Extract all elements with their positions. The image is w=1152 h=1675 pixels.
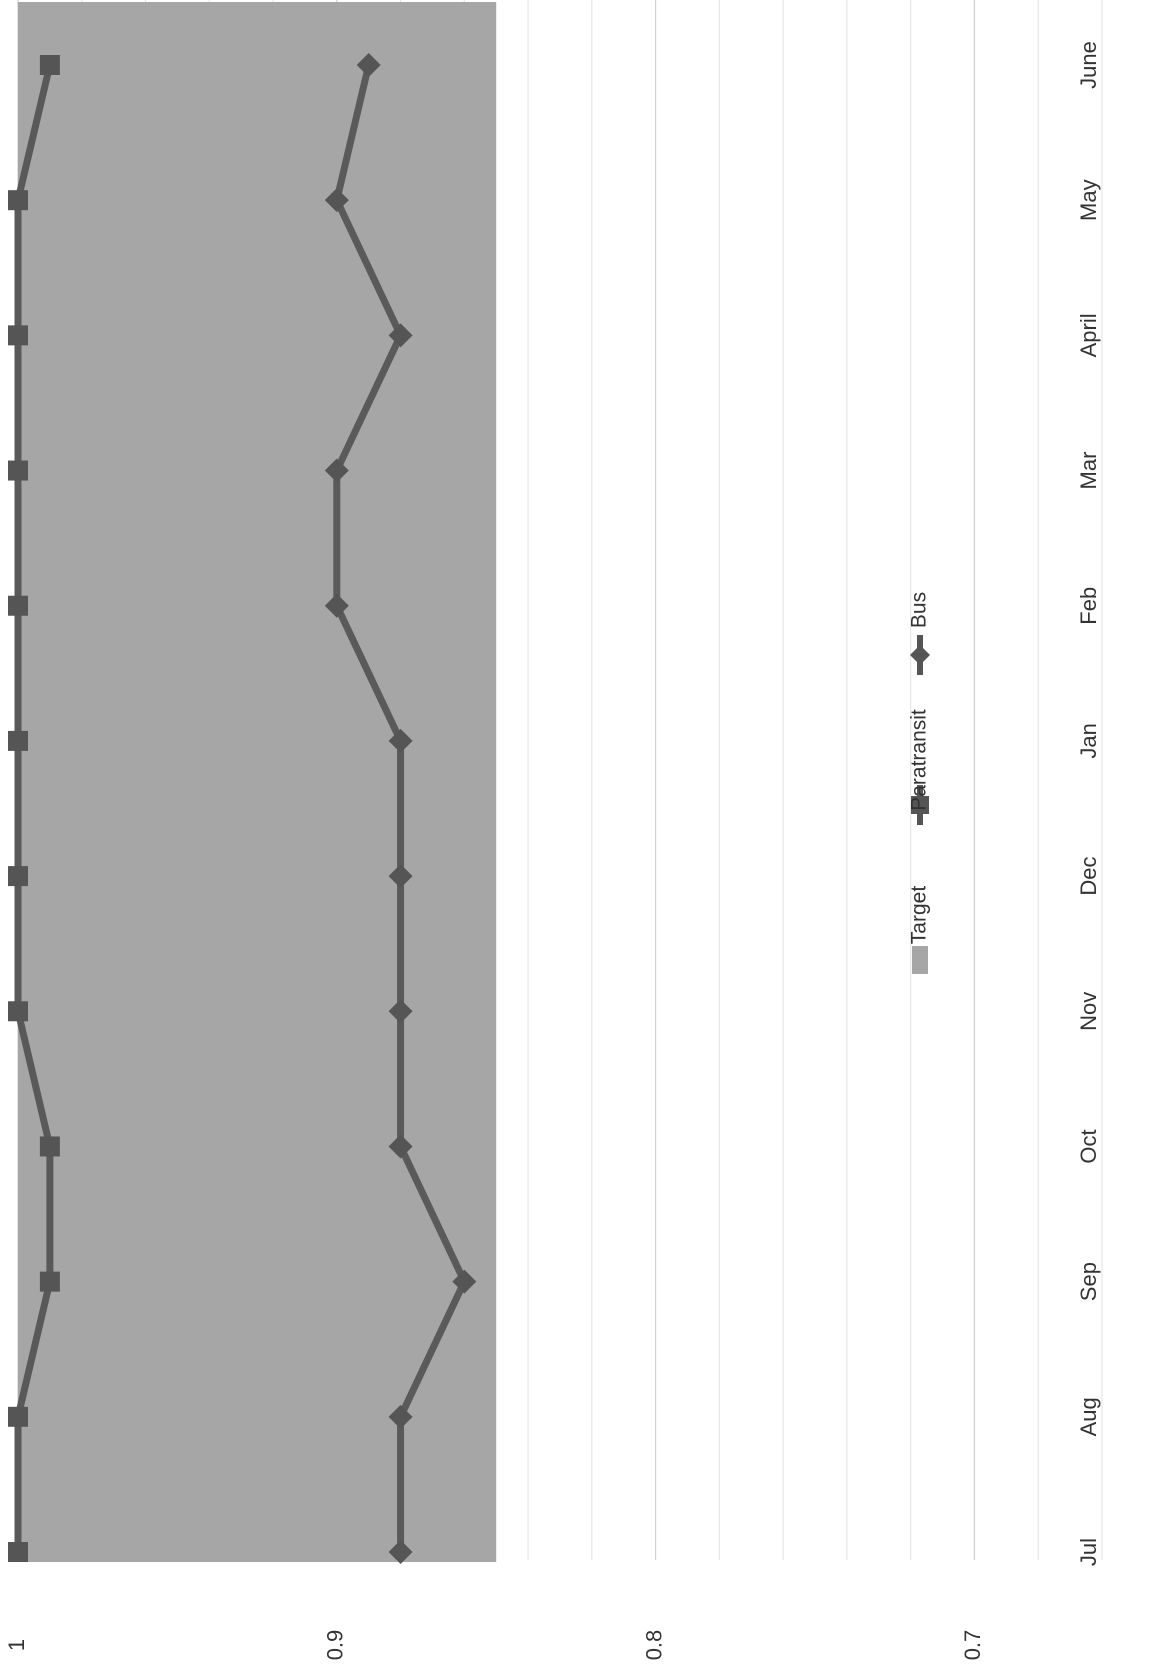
x-tick-label: Nov bbox=[1076, 992, 1101, 1031]
point-bus-aug bbox=[388, 1404, 413, 1429]
point-bus-jul bbox=[388, 1540, 413, 1564]
legend-item-target: Target bbox=[908, 886, 931, 974]
x-tick-label: Aug bbox=[1076, 1397, 1101, 1436]
legend-marker-bus bbox=[910, 645, 930, 665]
point-paratransit-feb bbox=[8, 595, 28, 616]
x-axis-tick-labels: Jul Aug Sep Oct Nov Dec Jan Feb Mar April May June bbox=[1076, 41, 1101, 1566]
y-tick-label: 0.8 bbox=[641, 1630, 666, 1661]
point-paratransit-jul bbox=[8, 1542, 28, 1562]
point-paratransit-may bbox=[8, 190, 28, 211]
x-tick-label: Oct bbox=[1076, 1129, 1101, 1163]
target-band-layer bbox=[18, 2, 497, 1562]
legend-label: Bus bbox=[908, 592, 931, 628]
legend-item-bus: Bus bbox=[908, 592, 931, 675]
point-paratransit-oct bbox=[39, 1136, 60, 1157]
series-line-paratransit bbox=[14, 64, 54, 1552]
x-tick-label: Feb bbox=[1076, 587, 1101, 625]
point-bus-mar bbox=[324, 458, 349, 483]
legend-swatch-target bbox=[912, 946, 928, 974]
point-bus-sep bbox=[452, 1269, 477, 1294]
point-bus-nov bbox=[388, 999, 413, 1024]
point-bus-jan bbox=[388, 728, 413, 753]
point-paratransit-dec bbox=[8, 866, 28, 887]
legend: Target Paratransit Bus bbox=[908, 592, 931, 974]
point-paratransit-nov bbox=[8, 1001, 28, 1022]
x-tick-label: June bbox=[1076, 41, 1101, 89]
point-paratransit-mar bbox=[8, 460, 28, 481]
y-axis-tick-labels: 10.90.80.70.60.5 bbox=[4, 1630, 985, 1661]
x-tick-label: Jan bbox=[1076, 723, 1101, 758]
series-layer bbox=[8, 53, 477, 1564]
y-tick-label: 0.9 bbox=[323, 1630, 348, 1661]
x-tick-label: Jul bbox=[1076, 1538, 1101, 1566]
legend-item-paratransit: Paratransit bbox=[908, 709, 931, 825]
legend-label: Paratransit bbox=[908, 709, 931, 811]
point-bus-may bbox=[324, 188, 349, 213]
point-paratransit-aug bbox=[8, 1406, 28, 1427]
target-band bbox=[18, 2, 497, 1562]
point-bus-april bbox=[388, 323, 413, 348]
legend-marker-paratransit bbox=[911, 796, 929, 814]
point-bus-feb bbox=[324, 593, 349, 618]
point-bus-oct bbox=[388, 1134, 413, 1159]
point-paratransit-june bbox=[39, 55, 60, 75]
x-tick-label: Mar bbox=[1076, 452, 1101, 490]
series-line-bus bbox=[333, 64, 468, 1552]
x-tick-label: Sep bbox=[1076, 1262, 1101, 1301]
y-tick-label: 1 bbox=[4, 1639, 29, 1651]
point-bus-june bbox=[356, 53, 381, 77]
x-tick-label: April bbox=[1076, 313, 1101, 357]
x-tick-label: Dec bbox=[1076, 857, 1101, 896]
y-tick-label: 0.7 bbox=[960, 1630, 985, 1661]
point-bus-dec bbox=[388, 864, 413, 889]
legend-label: Target bbox=[908, 886, 931, 945]
point-paratransit-april bbox=[8, 325, 28, 346]
point-paratransit-sep bbox=[39, 1271, 60, 1292]
x-tick-label: May bbox=[1076, 179, 1101, 221]
point-paratransit-jan bbox=[8, 730, 28, 751]
